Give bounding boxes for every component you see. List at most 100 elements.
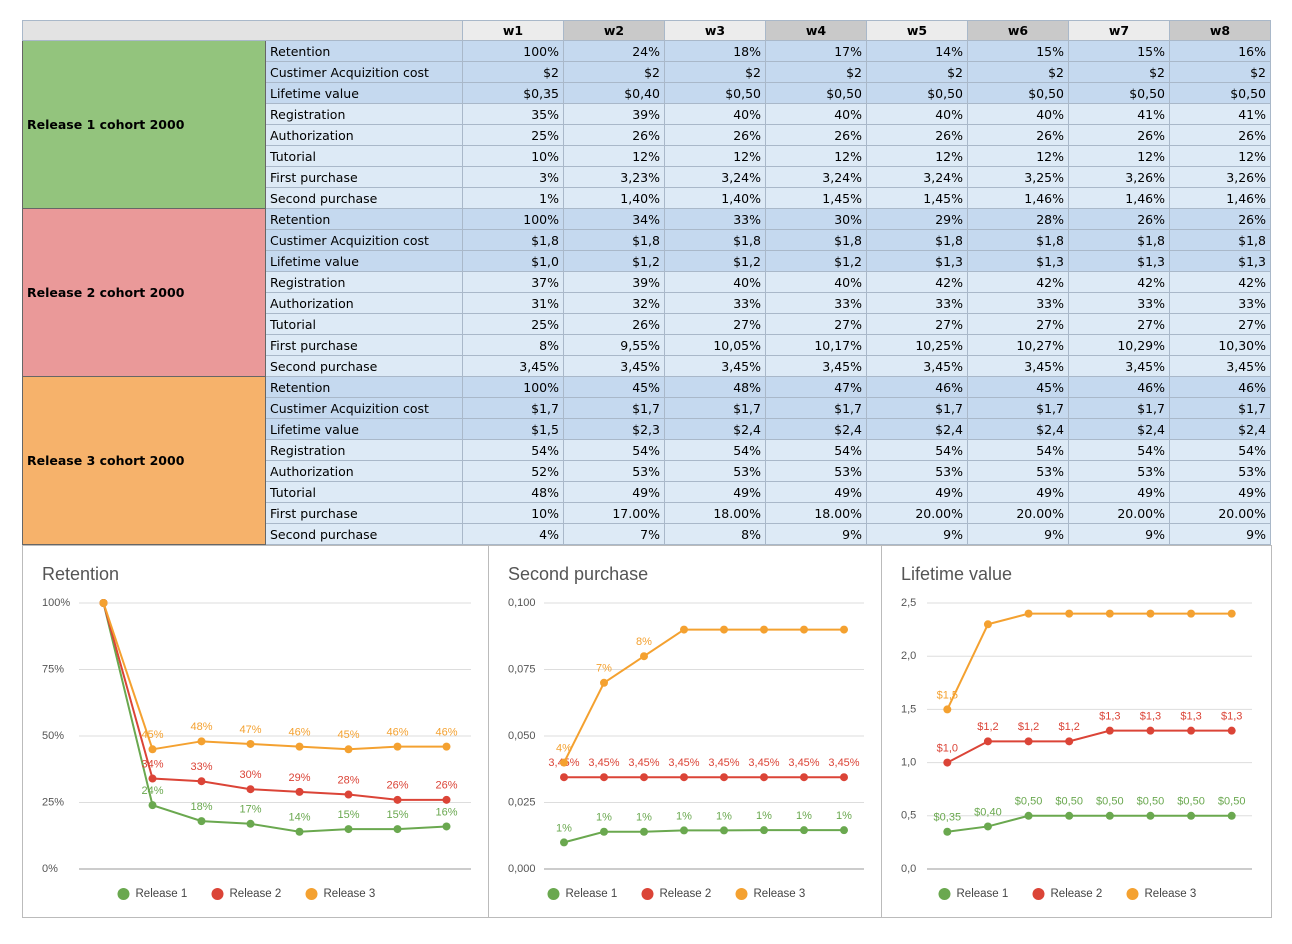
metric-value: $2 — [967, 61, 1069, 83]
data-point — [840, 826, 848, 835]
metric-value: 40% — [765, 271, 867, 293]
metric-value: 39% — [563, 271, 665, 293]
metric-row: Tutorial 25% 26% 27% 27% 27% 27% 27% 27% — [23, 313, 1271, 335]
y-tick-label: 2,0 — [901, 650, 916, 662]
metric-value: 10% — [462, 145, 564, 167]
metric-row: Registration 37% 39% 40% 40% 42% 42% 42% 42% — [23, 271, 1271, 293]
chart: Second purchase 0,000 0,025 0,050 0,075 0,100… — [508, 564, 864, 900]
metric-value: $1,3 — [1169, 250, 1271, 272]
cohort-label: Release 3 cohort 2000 — [22, 376, 266, 545]
metric-value: $2 — [1068, 61, 1170, 83]
metric-value: 46% — [1068, 376, 1170, 398]
data-label: 3,45% — [748, 757, 779, 769]
metric-row: Registration 35% 39% 40% 40% 40% 40% 41% 41% — [23, 103, 1271, 125]
metric-value: $0,50 — [1068, 82, 1170, 104]
metric-value: 10,05% — [664, 334, 766, 356]
week-header: w1 — [462, 20, 564, 41]
data-point — [680, 826, 688, 835]
data-point — [295, 787, 304, 796]
y-tick-label: 75% — [42, 663, 64, 675]
metric-value: $1,7 — [866, 397, 968, 419]
data-point — [344, 790, 353, 799]
metric-value: 12% — [765, 145, 867, 167]
metric-value: 49% — [765, 481, 867, 503]
metric-value: 29% — [866, 208, 968, 230]
data-label: 8% — [636, 636, 652, 648]
data-point — [1146, 811, 1155, 820]
data-point — [943, 705, 952, 714]
metric-value: 54% — [462, 439, 564, 461]
metric-value: 39% — [563, 103, 665, 125]
metric-value: 31% — [462, 292, 564, 314]
metric-value: 10% — [462, 502, 564, 524]
chart: Retention 0% 25% 50% 75% 100% 24% 18% 17% 14% 15% 1… — [42, 564, 471, 900]
metric-value: 24% — [563, 40, 665, 62]
metric-value: 3,45% — [563, 355, 665, 377]
metric-value: $1,2 — [664, 250, 766, 272]
metric-value: 33% — [664, 292, 766, 314]
metric-value: $1,8 — [1169, 229, 1271, 251]
legend-swatch — [211, 888, 224, 900]
data-point — [295, 742, 304, 751]
metric-value: 45% — [967, 376, 1069, 398]
week-header: w6 — [967, 20, 1069, 41]
metric-value: 3,25% — [967, 166, 1069, 188]
data-point — [800, 773, 808, 782]
data-label: 1% — [676, 810, 692, 822]
metric-value: $2,4 — [765, 418, 867, 440]
y-tick-label: 0,025 — [508, 796, 536, 808]
data-label: $0,50 — [1055, 796, 1083, 808]
metric-name: Authorization — [265, 124, 463, 146]
metric-name: Retention — [265, 208, 463, 230]
legend-label: Release 2 — [1051, 888, 1103, 900]
metric-value: 54% — [866, 439, 968, 461]
data-point — [840, 773, 848, 782]
metric-value: 53% — [1068, 460, 1170, 482]
metric-value: $1,7 — [765, 397, 867, 419]
metric-row: First purchase 10% 17.00% 18.00% 18.00% 20.00… — [23, 502, 1271, 524]
metric-value: 42% — [1068, 271, 1170, 293]
metric-value: $1,3 — [1068, 250, 1170, 272]
data-label: 14% — [288, 812, 310, 824]
data-table: w1 w2 w3 w4 w5 w6 w7 w8 Release 1 cohort 2000 Ret… — [22, 20, 1271, 545]
metric-row: Lifetime value $1,5 $2,3 $2,4 $2,4 $2,4 $2,4 $2… — [23, 418, 1271, 440]
metric-value: 1% — [462, 187, 564, 209]
metric-value: $0,50 — [664, 82, 766, 104]
data-point — [295, 827, 304, 836]
data-label: 48% — [190, 721, 212, 733]
metric-value: 26% — [1169, 208, 1271, 230]
chart-title: Second purchase — [508, 564, 648, 584]
data-point — [1105, 609, 1114, 618]
metric-name: Registration — [265, 103, 463, 125]
metric-value: 49% — [866, 481, 968, 503]
metric-name: Tutorial — [265, 145, 463, 167]
metric-value: 8% — [462, 334, 564, 356]
data-label: $0,35 — [934, 812, 962, 824]
metric-value: 54% — [1068, 439, 1170, 461]
metric-name: Custimer Acquizition cost — [265, 61, 463, 83]
metric-value: 33% — [765, 292, 867, 314]
metric-value: $1,7 — [664, 397, 766, 419]
metric-value: 40% — [664, 103, 766, 125]
metric-value: $0,50 — [765, 82, 867, 104]
chart-panel: Second purchase 0,000 0,025 0,050 0,075 0,100… — [488, 545, 883, 918]
metric-value: 27% — [1068, 313, 1170, 335]
week-header: w8 — [1169, 20, 1271, 41]
metric-value: $1,2 — [563, 250, 665, 272]
metric-value: 12% — [1068, 145, 1170, 167]
data-label: $1,3 — [1180, 711, 1201, 723]
data-point — [246, 739, 255, 748]
data-point — [760, 625, 768, 634]
metric-name: Tutorial — [265, 313, 463, 335]
metric-name: Authorization — [265, 460, 463, 482]
metric-name: Tutorial — [265, 481, 463, 503]
metric-name: Registration — [265, 439, 463, 461]
data-label: 1% — [756, 810, 772, 822]
metric-value: 54% — [563, 439, 665, 461]
metric-row: Lifetime value $0,35 $0,40 $0,50 $0,50 $0,50 $… — [23, 82, 1271, 104]
data-label: $1,3 — [1140, 711, 1161, 723]
metric-name: Lifetime value — [265, 250, 463, 272]
data-point — [1024, 737, 1033, 746]
chart-title: Retention — [42, 564, 119, 584]
metric-value: 27% — [664, 313, 766, 335]
